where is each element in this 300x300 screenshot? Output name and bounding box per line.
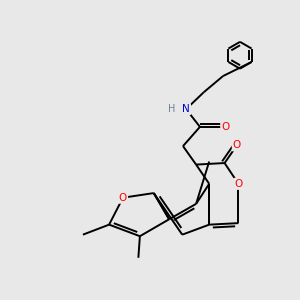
Text: O: O [119,193,127,203]
Text: H: H [168,104,175,114]
Text: O: O [233,140,241,150]
Text: O: O [221,122,230,132]
Text: N: N [182,104,190,114]
Text: O: O [234,179,243,189]
